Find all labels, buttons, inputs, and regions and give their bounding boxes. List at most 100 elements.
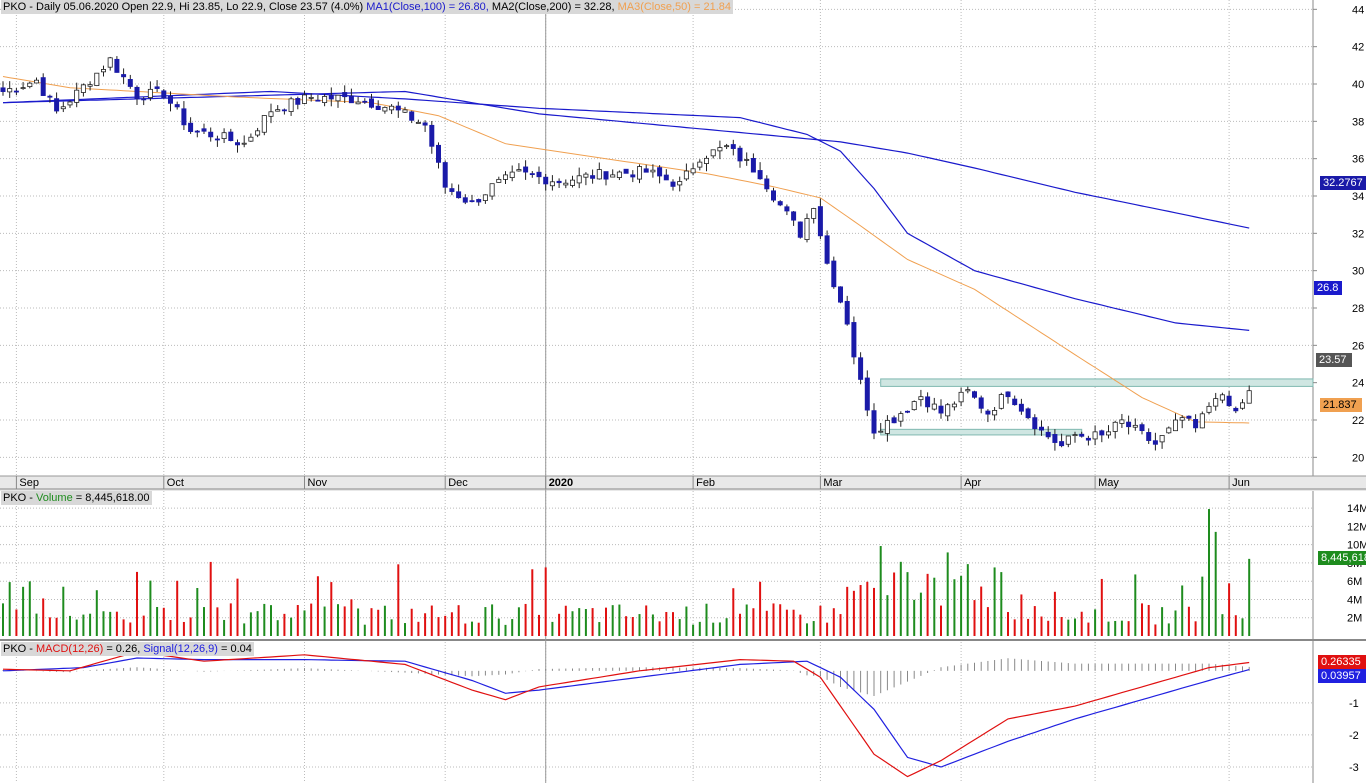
volume-bar	[310, 603, 313, 636]
candle-body	[824, 235, 830, 264]
candle-body	[1045, 431, 1051, 438]
candle-body	[1173, 419, 1179, 432]
candle-body	[67, 101, 73, 106]
candle-body	[469, 200, 475, 203]
volume-bar	[618, 604, 621, 636]
month-label: Sep	[19, 477, 39, 489]
candle-body	[328, 95, 334, 100]
candle-body	[20, 87, 26, 90]
volume-bar	[1221, 614, 1224, 636]
macd-panel	[2, 650, 1250, 778]
volume-bar	[1100, 578, 1103, 636]
volume-bar	[1120, 620, 1123, 636]
candle-body	[94, 72, 100, 86]
macd-legend-prefix: PKO -	[3, 643, 33, 655]
volume-bar	[772, 603, 775, 636]
volume-tick-label: 10M	[1347, 540, 1366, 552]
candle-body	[576, 175, 582, 184]
volume-bar	[350, 599, 353, 636]
volume-bar	[832, 608, 835, 636]
signal-legend-value: = 0.04	[221, 643, 252, 655]
candle-body	[415, 121, 421, 124]
candle-body	[1206, 405, 1212, 413]
candle-body	[80, 84, 86, 93]
candle-body	[871, 410, 877, 434]
candle-body	[322, 96, 328, 103]
volume-bar	[82, 614, 85, 636]
ma200-value-tag: 32.2767	[1320, 176, 1366, 190]
candle-body	[449, 188, 455, 192]
volume-bar	[1047, 620, 1050, 636]
volume-bar	[169, 619, 172, 636]
volume-bar	[665, 611, 668, 636]
volume-bar	[55, 617, 58, 636]
candle-body	[690, 168, 696, 174]
candle-body	[516, 169, 522, 172]
candle-body	[288, 98, 294, 112]
volume-bar	[980, 586, 983, 636]
ma2-legend: MA2(Close,200) = 32.28,	[491, 1, 615, 13]
month-label: Mar	[823, 477, 842, 489]
y-axis-background	[1313, 0, 1366, 783]
volume-bar	[852, 590, 855, 636]
candle-body	[54, 98, 60, 112]
candle-body	[161, 90, 167, 98]
candle-body	[101, 69, 107, 73]
candle-body	[556, 180, 562, 184]
candle-body	[60, 106, 66, 110]
volume-bar	[551, 621, 554, 636]
volume-bar	[417, 621, 420, 636]
price-tick-label: 30	[1352, 266, 1364, 278]
volume-bar	[1187, 606, 1190, 636]
month-label: Feb	[696, 477, 715, 489]
macd-legend: PKO - MACD(12,26) = 0.26, Signal(12,26,9…	[1, 642, 254, 656]
volume-bar	[424, 613, 427, 636]
x-axis-band	[0, 476, 1366, 491]
price-tick-label: 22	[1352, 415, 1364, 427]
volume-bar	[62, 586, 65, 636]
month-label: Nov	[308, 477, 328, 489]
volume-bar	[249, 612, 252, 636]
volume-bar	[1013, 619, 1016, 636]
volume-bar	[330, 582, 333, 636]
macd-legend-value: = 0.26,	[106, 643, 141, 655]
candle-body	[777, 201, 783, 206]
macd-tick-label: -1	[1349, 698, 1359, 710]
candle-body	[529, 173, 535, 175]
volume-bar	[578, 608, 581, 636]
candle-body	[228, 131, 234, 142]
candle-body	[0, 87, 6, 92]
candle-body	[603, 171, 609, 180]
volume-bar	[651, 614, 654, 636]
volume-bar	[363, 624, 366, 636]
candle-body	[489, 183, 495, 197]
candle-body	[610, 174, 616, 178]
candle-body	[1052, 434, 1058, 443]
volume-bar	[162, 607, 165, 636]
candle-body	[442, 162, 448, 188]
volume-bar	[1087, 622, 1090, 636]
volume-bar	[1147, 604, 1150, 636]
volume-bar	[919, 592, 922, 636]
candle-body	[851, 322, 857, 358]
month-label: Dec	[448, 477, 468, 489]
volume-bar	[102, 611, 105, 636]
candle-body	[422, 122, 428, 126]
candle-body	[1213, 398, 1219, 407]
volume-bar	[725, 618, 728, 636]
candle-body	[1166, 427, 1172, 434]
month-label: Apr	[964, 477, 981, 489]
candle-body	[1199, 413, 1205, 429]
volume-bar	[631, 617, 634, 636]
volume-bar	[1074, 618, 1076, 636]
volume-bar	[524, 603, 527, 636]
volume-bar	[859, 585, 862, 636]
volume-bar	[517, 607, 520, 636]
volume-bar	[156, 606, 159, 636]
volume-bar	[337, 604, 339, 636]
candle-body	[375, 105, 381, 110]
candle-body	[275, 109, 281, 112]
candle-body	[1233, 407, 1239, 412]
candle-body	[255, 130, 261, 136]
volume-bar	[182, 621, 185, 636]
